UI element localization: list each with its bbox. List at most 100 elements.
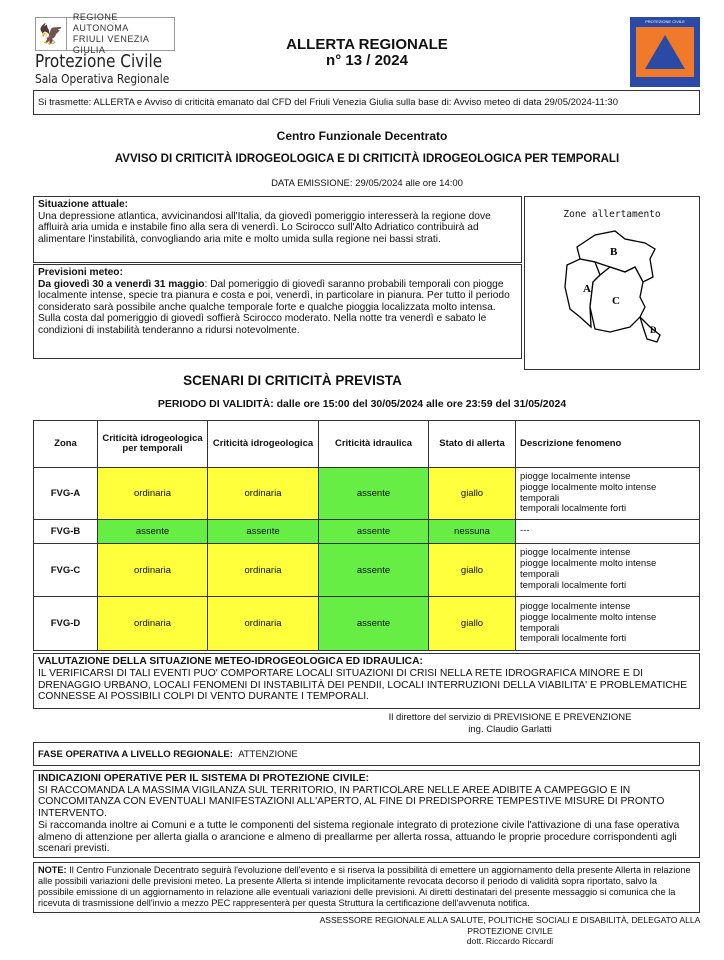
title-text: ALLERTA REGIONALE xyxy=(286,36,448,53)
protezione-civile-emblem: PROTEZIONE CIVILE xyxy=(630,17,700,87)
cfd-title: Centro Funzionale Decentrato xyxy=(276,129,448,143)
header-idraulica: Criticità idraulica xyxy=(318,420,429,468)
zone-d-label: D xyxy=(650,325,657,335)
emblem-text: PROTEZIONE CIVILE xyxy=(645,19,685,24)
descrizione-line: --- xyxy=(520,525,530,537)
assessore-name: dott. Riccardo Riccardi xyxy=(466,936,554,946)
zone-a-label: A xyxy=(583,283,591,295)
descrizione-line: temporali xyxy=(520,492,560,504)
document-title: ALLERTA REGIONALE n° 13 / 2024 xyxy=(230,37,504,69)
region-logo: 🦅 REGIONE AUTONOMA FRIULI VENEZIA GIULIA xyxy=(35,12,175,55)
zone-b-label: B xyxy=(610,246,618,258)
region-name-line1: REGIONE AUTONOMA xyxy=(72,12,129,33)
descrizione-cell: --- xyxy=(515,519,700,544)
direttore-role: Il direttore del servizio di PREVISIONE … xyxy=(388,712,632,723)
note-box: NOTE: Il Centro Funzionale Decentrato se… xyxy=(33,862,700,913)
idrogeologica-cell: ordinaria xyxy=(207,467,319,520)
scenari-title: SCENARI DI CRITICITÀ PREVISTA xyxy=(183,373,402,388)
zone-map-svg: B A C D xyxy=(564,230,661,343)
descrizione-line: piogge localmente intense xyxy=(520,547,631,559)
header-descrizione: Descrizione fenomeno xyxy=(515,420,700,468)
zone-cell: FVG-B xyxy=(33,519,98,544)
map-title: Zone allertamento xyxy=(563,209,661,220)
idraulica-cell: assente xyxy=(318,596,429,651)
assessore-role-2: PROTEZIONE CIVILE xyxy=(467,925,553,936)
allerta-cell: giallo xyxy=(428,467,516,520)
fase-label: FASE OPERATIVA A LIVELLO REGIONALE: xyxy=(38,748,233,760)
descrizione-line: piogge localmente molto intense xyxy=(520,558,657,570)
idrogeologica-cell: assente xyxy=(207,519,319,544)
descrizione-line: piogge localmente molto intense xyxy=(520,611,657,623)
validity-period: PERIODO DI VALIDITÀ: dalle ore 15:00 del… xyxy=(157,398,567,410)
transmit-text: Si trasmette: ALLERTA e Avviso di critic… xyxy=(38,97,618,108)
zone-c-label: C xyxy=(612,295,620,307)
descrizione-line: temporali localmente forti xyxy=(520,579,627,591)
header-allerta: Stato di allerta xyxy=(428,420,516,468)
zone-cell: FVG-D xyxy=(33,596,98,651)
idraulica-cell: assente xyxy=(318,519,429,544)
descrizione-cell: piogge localmente intense piogge localmen… xyxy=(515,543,700,597)
valutazione-label: VALUTAZIONE DELLA SITUAZIONE METEO-IDROG… xyxy=(38,656,423,667)
fase-value: ATTENZIONE xyxy=(238,748,298,760)
descrizione-line: piogge localmente molto intense xyxy=(520,481,657,493)
idraulica-cell: assente xyxy=(318,467,429,520)
situazione-text: Una depressione atlantica, avvicinandosi… xyxy=(38,210,491,245)
temporali-cell: ordinaria xyxy=(97,596,208,651)
table-row: FVG-A ordinaria ordinaria assente giallo piog… xyxy=(33,467,700,520)
header-zona: Zona xyxy=(33,420,98,468)
avviso-title: AVVISO DI CRITICITÀ IDROGEOLOGICA E DI C… xyxy=(114,153,620,165)
descrizione-cell: piogge localmente intense piogge localmen… xyxy=(515,467,700,520)
org-subtitle: Sala Operativa Regionale xyxy=(35,71,170,86)
indicazioni-text-2: Si raccomanda inoltre ai Comuni e a tutt… xyxy=(38,819,680,855)
descrizione-line: temporali localmente forti xyxy=(520,503,627,515)
zone-cell: FVG-C xyxy=(33,543,98,597)
descrizione-line: piogge localmente intense xyxy=(520,600,631,612)
table-row: FVG-C ordinaria ordinaria assente giallo piog… xyxy=(33,543,700,597)
indicazioni-box: INDICAZIONI OPERATIVE PER IL SISTEMA DI … xyxy=(33,770,700,858)
transmit-box: Si trasmette: ALLERTA e Avviso di critic… xyxy=(33,90,700,115)
table-row: FVG-D ordinaria ordinaria assente giallo piog… xyxy=(33,596,700,651)
note-label: NOTE: xyxy=(38,865,67,875)
direttore-signature: Il direttore del servizio di PREVISIONE … xyxy=(360,712,660,735)
descrizione-cell: piogge localmente intense piogge localmen… xyxy=(515,596,700,651)
previsioni-label: Previsioni meteo: xyxy=(38,267,123,278)
header-idrogeologica: Criticità idrogeologica xyxy=(207,420,319,468)
descrizione-line: temporali localmente forti xyxy=(520,633,627,645)
allerta-cell: giallo xyxy=(428,543,516,597)
idrogeologica-cell: ordinaria xyxy=(207,543,319,597)
zone-d-shape xyxy=(639,316,661,343)
temporali-cell: ordinaria xyxy=(97,543,208,597)
zone-cell: FVG-A xyxy=(33,467,98,520)
valutazione-box: VALUTAZIONE DELLA SITUAZIONE METEO-IDROG… xyxy=(33,653,700,709)
alert-number: n° 13 / 2024 xyxy=(326,52,408,69)
header-temporali: Criticità idrogeologica per temporali xyxy=(97,420,208,468)
org-name: Protezione Civile xyxy=(35,51,163,72)
situazione-box: Situazione attuale: Una depressione atla… xyxy=(33,196,522,263)
region-name-line2: FRIULI VENEZIA GIULIA xyxy=(72,34,149,55)
triangle-icon xyxy=(645,35,685,69)
idrogeologica-cell: ordinaria xyxy=(207,596,319,651)
temporali-cell: ordinaria xyxy=(97,467,208,520)
emission-date: DATA EMISSIONE: 29/05/2024 alle ore 14:0… xyxy=(271,178,463,189)
idraulica-cell: assente xyxy=(318,543,429,597)
allerta-cell: nessuna xyxy=(428,519,516,544)
descrizione-line: piogge localmente intense xyxy=(520,470,631,482)
criticality-table: Zona Criticità idrogeologica per tempora… xyxy=(33,420,700,651)
indicazioni-label: INDICAZIONI OPERATIVE PER IL SISTEMA DI … xyxy=(38,773,370,784)
allerta-cell: giallo xyxy=(428,596,516,651)
fase-box: FASE OPERATIVA A LIVELLO REGIONALE: ATTE… xyxy=(33,742,700,766)
assessore-signature: ASSESSORE REGIONALE ALLA SALUTE, POLITIC… xyxy=(310,915,710,947)
situazione-label: Situazione attuale: xyxy=(38,199,129,210)
indicazioni-text-1: SI RACCOMANDA LA MASSIMA VIGILANZA SUL T… xyxy=(38,784,665,820)
descrizione-line: temporali xyxy=(520,569,560,580)
zone-c-shape xyxy=(589,266,646,333)
direttore-name: ing. Claudio Garlatti xyxy=(468,723,552,735)
table-row: FVG-B assente assente assente nessuna --- xyxy=(33,519,700,544)
previsioni-text: : Dal pomeriggio di giovedì saranno prob… xyxy=(38,278,510,336)
descrizione-line: temporali xyxy=(520,622,560,634)
eagle-icon: 🦅 xyxy=(36,18,67,50)
note-text: Il Centro Funzionale Decentrato seguirà … xyxy=(38,865,691,908)
assessore-role: ASSESSORE REGIONALE ALLA SALUTE, POLITIC… xyxy=(319,915,701,925)
zone-map: Zone allertamento B A C D xyxy=(524,196,700,370)
previsioni-box: Previsioni meteo: Da giovedì 30 a venerd… xyxy=(33,264,522,359)
